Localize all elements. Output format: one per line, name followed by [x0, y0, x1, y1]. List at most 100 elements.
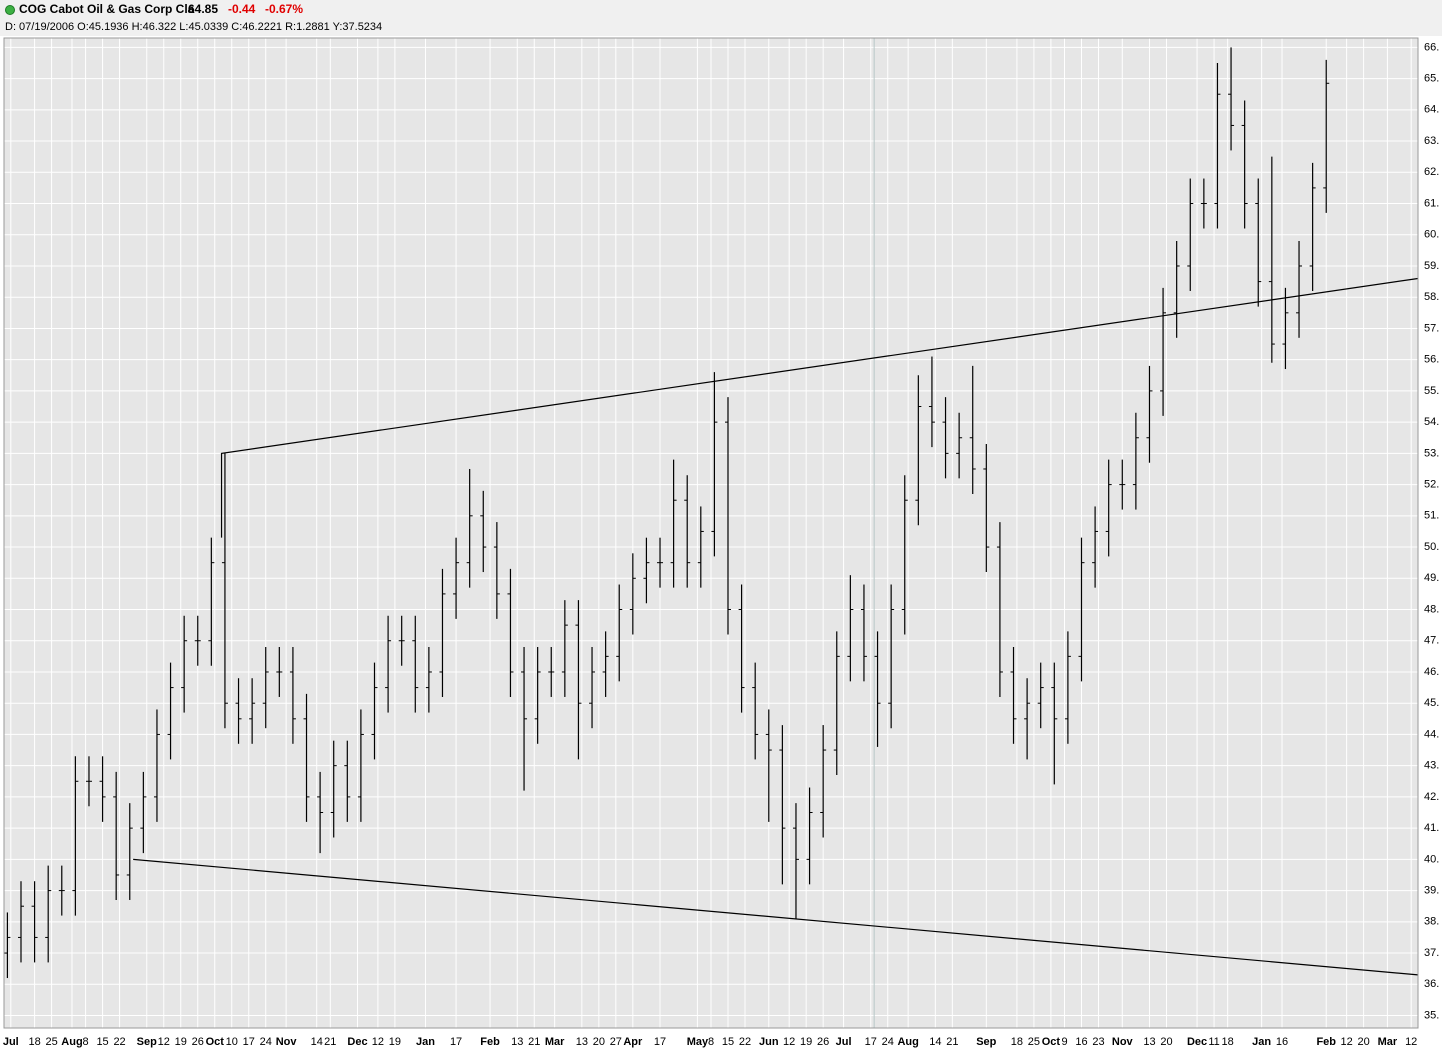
x-tick-label: 24: [260, 1036, 272, 1048]
x-tick-label: Mar: [1378, 1036, 1398, 1048]
y-tick-label: 55.: [1424, 385, 1439, 397]
x-tick-label: Jan: [1252, 1036, 1271, 1048]
x-tick-label: 19: [389, 1036, 401, 1048]
x-tick-label: Aug: [897, 1036, 918, 1048]
x-tick-label: 15: [722, 1036, 734, 1048]
x-tick-label: 20: [1357, 1036, 1369, 1048]
x-tick-label: 16: [1276, 1036, 1288, 1048]
y-tick-label: 38.: [1424, 916, 1439, 928]
x-tick-label: 18: [28, 1036, 40, 1048]
x-tick-label: 12: [1340, 1036, 1352, 1048]
y-tick-label: 52.: [1424, 478, 1439, 490]
y-tick-label: 61.: [1424, 197, 1439, 209]
y-tick-label: 43.: [1424, 760, 1439, 772]
y-tick-label: 49.: [1424, 572, 1439, 584]
y-tick-label: 41.: [1424, 822, 1439, 834]
x-tick-label: 20: [1160, 1036, 1172, 1048]
change-pct: -0.67%: [265, 2, 303, 16]
x-tick-label: 21: [528, 1036, 540, 1048]
x-tick-label: 12: [783, 1036, 795, 1048]
x-tick-label: 18: [1011, 1036, 1023, 1048]
status-dot: [5, 5, 15, 15]
last-price: 64.85: [188, 2, 218, 16]
x-tick-label: Sep: [976, 1036, 996, 1048]
x-tick-label: 17: [243, 1036, 255, 1048]
x-tick-label: 12: [372, 1036, 384, 1048]
y-tick-label: 40.: [1424, 853, 1439, 865]
x-tick-label: 13: [511, 1036, 523, 1048]
y-tick-label: 60.: [1424, 229, 1439, 241]
x-tick-label: 13: [576, 1036, 588, 1048]
x-tick-label: 19: [800, 1036, 812, 1048]
y-tick-label: 51.: [1424, 510, 1439, 522]
x-tick-label: 21: [324, 1036, 336, 1048]
x-tick-label: Feb: [480, 1036, 500, 1048]
x-tick-label: 27: [610, 1036, 622, 1048]
x-tick-label: May: [687, 1036, 709, 1048]
x-tick-label: Mar: [545, 1036, 565, 1048]
y-tick-label: 66.: [1424, 41, 1439, 53]
x-tick-label: 23: [1092, 1036, 1104, 1048]
x-tick-label: 16: [1075, 1036, 1087, 1048]
x-tick-label: Jan: [416, 1036, 435, 1048]
header-bar: [0, 0, 1442, 36]
x-tick-label: 22: [113, 1036, 125, 1048]
y-tick-label: 42.: [1424, 791, 1439, 803]
y-tick-label: 47.: [1424, 635, 1439, 647]
change: -0.44: [228, 2, 256, 16]
y-tick-label: 37.: [1424, 947, 1439, 959]
x-tick-label: 9: [1061, 1036, 1067, 1048]
y-tick-label: 65.: [1424, 73, 1439, 85]
y-tick-label: 45.: [1424, 697, 1439, 709]
y-tick-label: 35.: [1424, 1009, 1439, 1021]
x-tick-label: Jul: [836, 1036, 852, 1048]
x-tick-label: 25: [1028, 1036, 1040, 1048]
x-tick-label: 17: [450, 1036, 462, 1048]
x-tick-label: 26: [817, 1036, 829, 1048]
x-tick-label: Aug: [61, 1036, 82, 1048]
y-tick-label: 48.: [1424, 603, 1439, 615]
x-tick-label: 8: [83, 1036, 89, 1048]
x-tick-label: Nov: [276, 1036, 298, 1048]
plot-frame: [3, 37, 1419, 1029]
x-tick-label: Jun: [759, 1036, 779, 1048]
x-tick-label: 18: [1222, 1036, 1234, 1048]
x-tick-label: 19: [175, 1036, 187, 1048]
x-tick-label: Dec: [347, 1036, 367, 1048]
x-tick-label: Feb: [1316, 1036, 1336, 1048]
x-tick-label: 22: [739, 1036, 751, 1048]
trend-line: [133, 858, 1419, 976]
y-tick-label: 54.: [1424, 416, 1439, 428]
y-tick-label: 44.: [1424, 728, 1439, 740]
x-tick-label: 8: [708, 1036, 714, 1048]
y-tick-label: 58.: [1424, 291, 1439, 303]
y-tick-label: 64.: [1424, 104, 1439, 116]
x-tick-label: Nov: [1112, 1036, 1134, 1048]
x-tick-label: 25: [45, 1036, 57, 1048]
y-tick-label: 57.: [1424, 322, 1439, 334]
y-tick-label: 63.: [1424, 135, 1439, 147]
x-tick-label: 17: [865, 1036, 877, 1048]
symbol: COG Cabot Oil & Gas Corp Cla: [19, 2, 195, 16]
y-tick-label: 50.: [1424, 541, 1439, 553]
y-tick-label: 59.: [1424, 260, 1439, 272]
x-tick-label: 24: [882, 1036, 894, 1048]
y-tick-label: 39.: [1424, 884, 1439, 896]
y-tick-label: 62.: [1424, 166, 1439, 178]
x-tick-label: 14: [311, 1036, 323, 1048]
x-tick-label: 12: [1405, 1036, 1417, 1048]
x-tick-label: 11: [1208, 1036, 1219, 1048]
x-tick-label: 14: [929, 1036, 941, 1048]
x-tick-label: Oct: [206, 1036, 225, 1048]
trend-line: [220, 277, 1419, 538]
x-tick-label: 17: [654, 1036, 666, 1048]
x-tick-label: Jul: [3, 1036, 19, 1048]
x-tick-label: 20: [593, 1036, 605, 1048]
x-tick-label: Dec: [1187, 1036, 1207, 1048]
x-tick-label: 13: [1143, 1036, 1155, 1048]
x-tick-label: 21: [946, 1036, 958, 1048]
x-tick-label: 12: [158, 1036, 170, 1048]
x-tick-label: Apr: [623, 1036, 643, 1048]
